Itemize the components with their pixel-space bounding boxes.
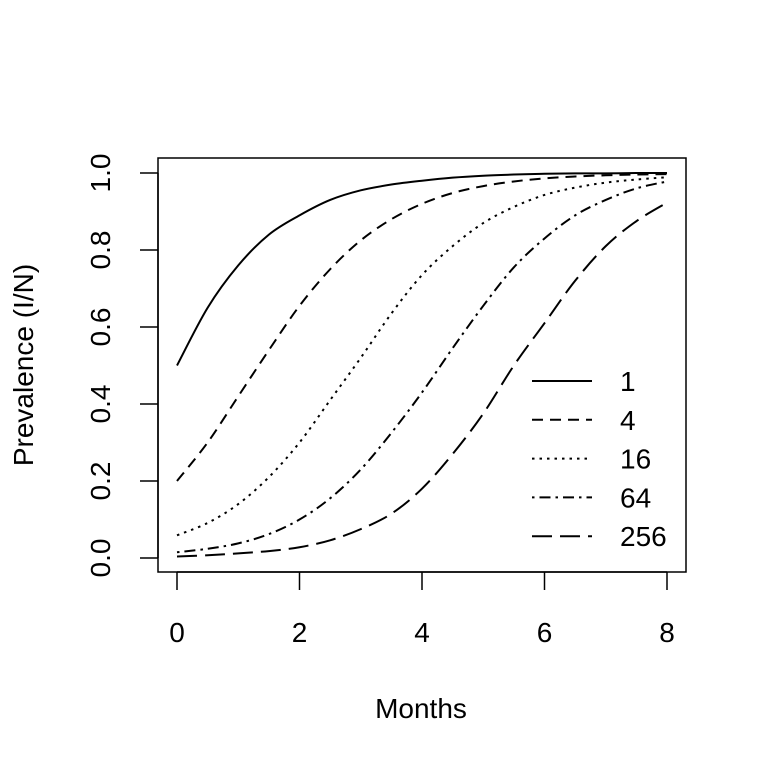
y-tick-label: 0.4 (85, 385, 116, 424)
x-tick-label: 8 (659, 617, 675, 648)
x-tick-label: 2 (292, 617, 308, 648)
series-line-64 (176, 180, 668, 554)
y-axis: 0.0 0.2 0.4 0.6 0.8 1.0 (85, 154, 159, 578)
x-axis: 0 2 4 6 8 (169, 571, 675, 648)
y-tick-label: 0.2 (85, 462, 116, 501)
series-line-4 (176, 173, 668, 482)
y-tick-label: 0.0 (85, 539, 116, 578)
legend-label-64: 64 (620, 482, 651, 513)
legend-label-4: 4 (620, 405, 636, 436)
y-tick-label: 0.6 (85, 308, 116, 347)
x-tick-label: 6 (537, 617, 553, 648)
x-tick-label: 4 (414, 617, 430, 648)
y-tick-label: 0.8 (85, 231, 116, 270)
legend: 1 4 16 64 256 (532, 366, 667, 552)
series-layer (176, 171, 668, 558)
x-tick-label: 0 (169, 617, 185, 648)
legend-label-256: 256 (620, 521, 667, 552)
x-axis-label: Months (375, 693, 467, 724)
series-line-1 (176, 171, 668, 366)
legend-label-16: 16 (620, 444, 651, 475)
y-tick-label: 1.0 (85, 154, 116, 193)
series-line-256 (176, 201, 668, 558)
series-line-16 (176, 176, 668, 537)
plot-box (157, 157, 687, 573)
y-axis-label: Prevalence (I/N) (8, 264, 39, 466)
legend-label-1: 1 (620, 366, 636, 397)
